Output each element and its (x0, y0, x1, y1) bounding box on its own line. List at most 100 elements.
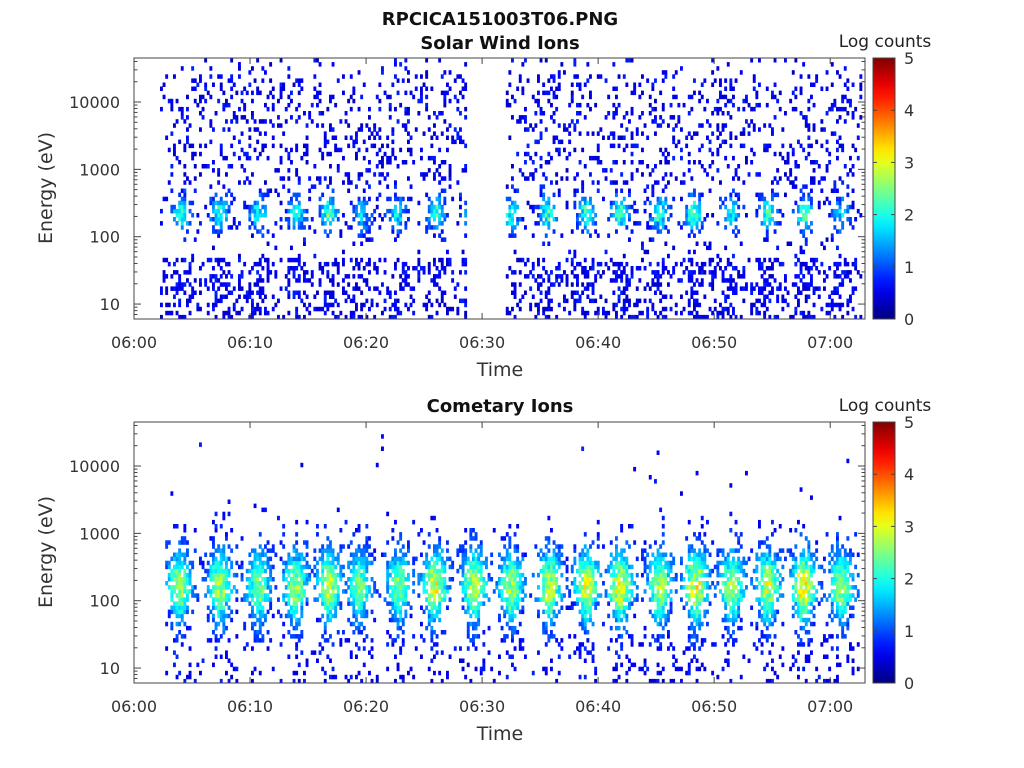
heatmap-cell (269, 62, 273, 67)
heatmap-cell (214, 208, 218, 214)
heatmap-cell (279, 540, 283, 545)
heatmap-cell (612, 143, 616, 149)
heatmap-cell (357, 127, 361, 132)
heatmap-cell (687, 168, 691, 173)
heatmap-cell (427, 577, 431, 582)
heatmap-cell (394, 261, 397, 267)
heatmap-cell (433, 204, 436, 210)
heatmap-cell (464, 86, 468, 91)
heatmap-cell (352, 609, 356, 615)
heatmap-cell (295, 572, 299, 578)
heatmap-cell (430, 143, 434, 149)
heatmap-cell (755, 94, 759, 100)
heatmap-cell (459, 204, 462, 210)
heatmap-cell (342, 572, 345, 578)
heatmap-cell (167, 540, 171, 545)
heatmap-cell (843, 274, 847, 279)
heatmap-cell (362, 266, 366, 271)
heatmap-cell (443, 630, 447, 635)
heatmap-cell (778, 106, 782, 112)
heatmap-cell (672, 135, 676, 140)
heatmap-cell (352, 572, 356, 578)
heatmap-cell (321, 577, 325, 582)
heatmap-cell (841, 143, 845, 149)
heatmap-cell (287, 168, 291, 173)
heatmap-cell (290, 556, 293, 562)
heatmap-cell (742, 270, 746, 275)
heatmap-cell (282, 184, 286, 189)
heatmap-cell (394, 208, 397, 214)
heatmap-cell (375, 678, 379, 684)
heatmap-cell (170, 556, 174, 562)
heatmap-cell (417, 532, 421, 537)
heatmap-cell (763, 217, 767, 222)
heatmap-cell (362, 82, 366, 87)
heatmap-cell (451, 306, 455, 312)
heatmap-cell (742, 204, 746, 210)
heatmap-cell (173, 147, 176, 153)
heatmap-cell (859, 213, 863, 218)
heatmap-cell (690, 274, 694, 279)
heatmap-cell (173, 143, 176, 149)
heatmap-cell (807, 310, 811, 316)
heatmap-cell (773, 58, 777, 63)
heatmap-cell (251, 310, 254, 316)
heatmap-cell (687, 151, 691, 157)
heatmap-cell (438, 204, 442, 210)
heatmap-cell (214, 560, 218, 566)
heatmap-cell (277, 609, 280, 615)
heatmap-cell (680, 261, 683, 267)
heatmap-cell (191, 200, 195, 206)
heatmap-cell (360, 548, 364, 553)
heatmap-cell (417, 261, 421, 267)
heatmap-cell (820, 261, 824, 267)
heatmap-cell (724, 294, 728, 299)
heatmap-cell (609, 143, 613, 149)
heatmap-cell (170, 577, 174, 582)
heatmap-cell (612, 131, 616, 136)
heatmap-cell (760, 266, 764, 271)
heatmap-cell (297, 278, 301, 283)
heatmap-cell (448, 86, 452, 91)
heatmap-cell (643, 286, 647, 291)
heatmap-cell (349, 314, 353, 320)
heatmap-cell (391, 642, 395, 647)
heatmap-cell (336, 597, 340, 602)
heatmap-cell (167, 564, 171, 570)
heatmap-cell (188, 200, 192, 206)
heatmap-cell (391, 274, 395, 279)
colorbar-tick-label: 0 (904, 310, 914, 329)
heatmap-cell (365, 560, 369, 566)
heatmap-cell (552, 217, 556, 222)
heatmap-cell (815, 139, 819, 145)
heatmap-cell (167, 585, 171, 590)
heatmap-cell (326, 548, 330, 553)
heatmap-cell (433, 217, 436, 222)
heatmap-cell (230, 290, 234, 295)
heatmap-cell (448, 184, 452, 189)
heatmap-cell (443, 564, 447, 570)
heatmap-cell (407, 585, 410, 590)
heatmap-cell (271, 143, 275, 149)
heatmap-cell (295, 589, 299, 594)
heatmap-cell (474, 568, 478, 574)
heatmap-cell (261, 147, 265, 153)
heatmap-cell (570, 119, 574, 124)
heatmap-cell (615, 192, 618, 198)
heatmap-cell (183, 200, 187, 206)
heatmap-cell (687, 278, 691, 283)
heatmap-cell (180, 577, 184, 582)
heatmap-cell (758, 286, 761, 291)
colorbar-tick-label: 4 (904, 101, 914, 120)
heatmap-cell (323, 577, 327, 582)
heatmap-cell (295, 143, 299, 149)
heatmap-cell (693, 213, 696, 218)
heatmap-cell (266, 270, 270, 275)
heatmap-cell (443, 176, 447, 181)
heatmap-cell (589, 217, 592, 222)
heatmap-cell (235, 634, 239, 639)
heatmap-cell (682, 270, 686, 275)
heatmap-cell (318, 90, 322, 96)
heatmap-cell (274, 188, 278, 193)
heatmap-cell (846, 86, 850, 91)
